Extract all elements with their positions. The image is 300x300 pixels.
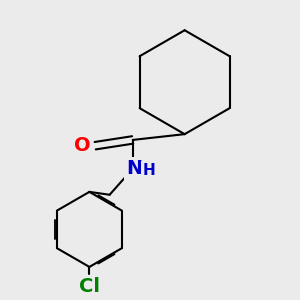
Text: O: O bbox=[74, 136, 91, 155]
Text: N: N bbox=[126, 159, 142, 178]
Text: H: H bbox=[142, 163, 155, 178]
Text: O: O bbox=[74, 136, 91, 155]
Text: Cl: Cl bbox=[79, 277, 100, 296]
Text: N: N bbox=[126, 159, 142, 178]
Text: H: H bbox=[142, 163, 155, 178]
Text: Cl: Cl bbox=[79, 277, 100, 296]
